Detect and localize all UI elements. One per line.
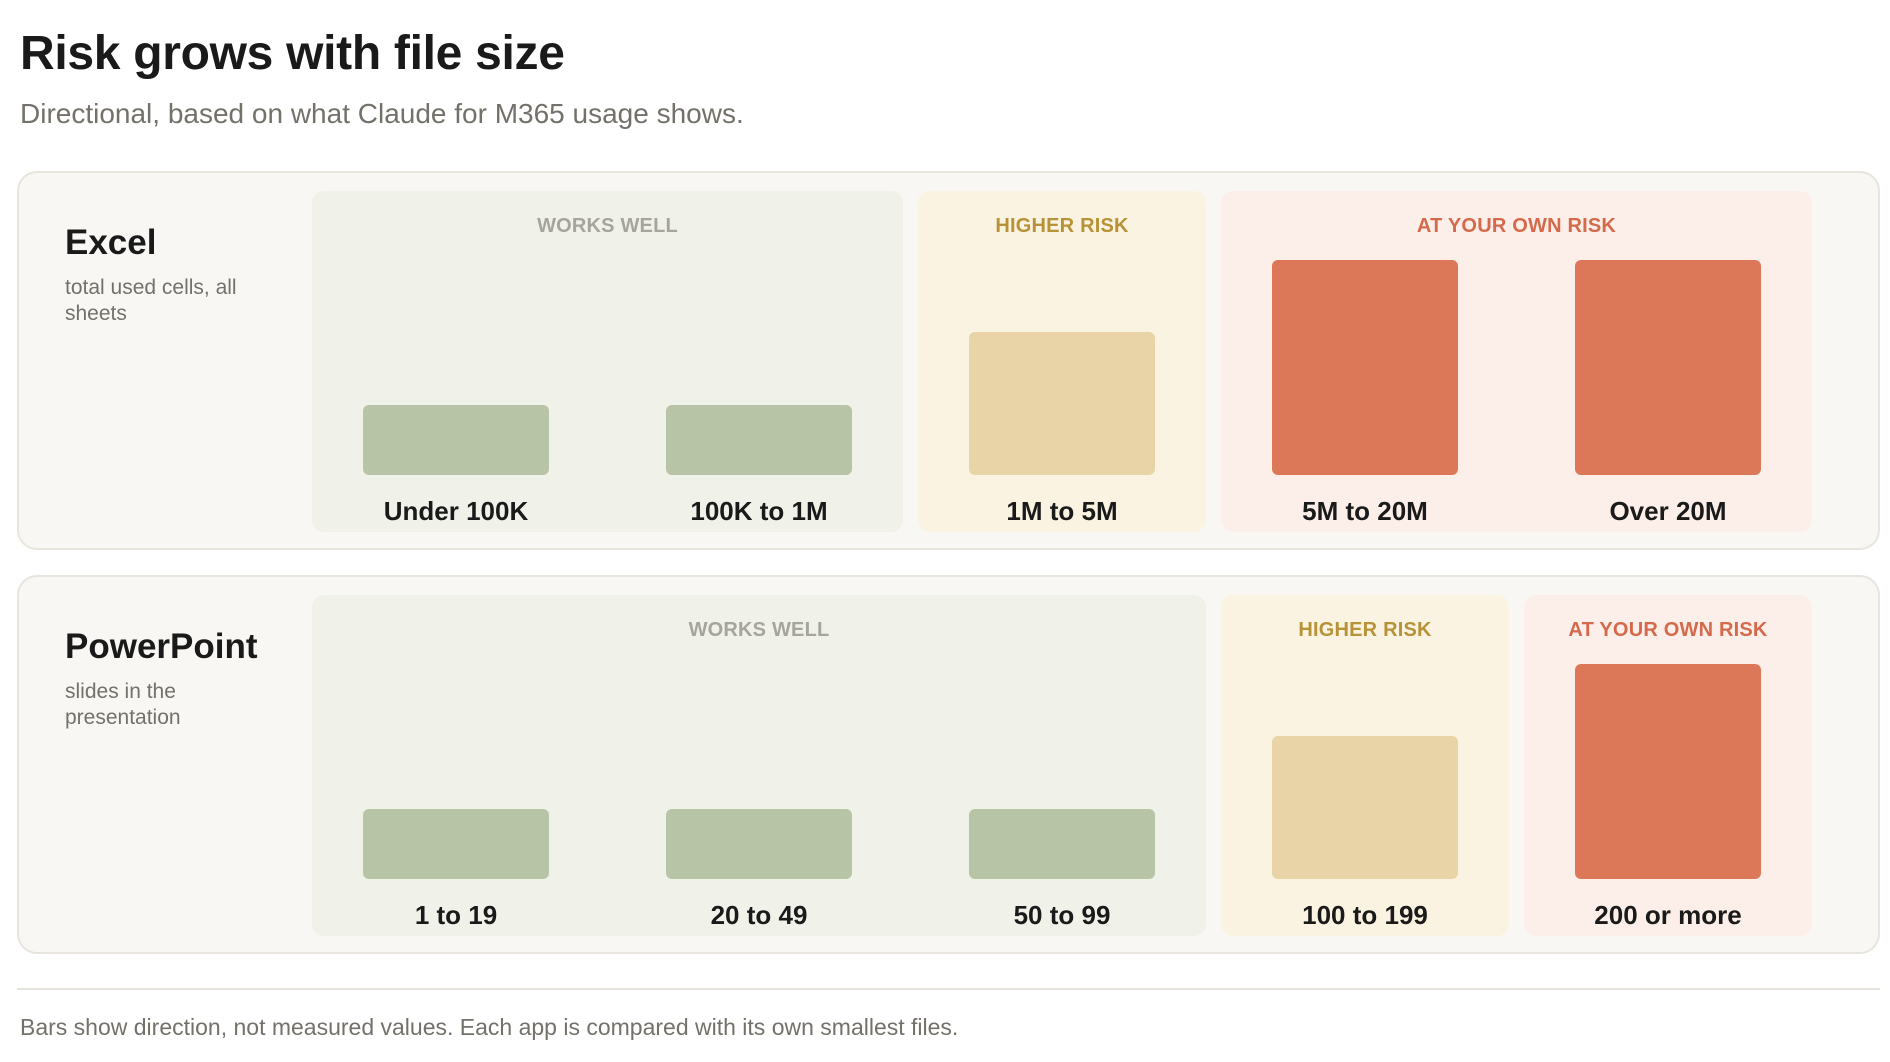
powerpoint-zone-label-risk: AT YOUR OWN RISK bbox=[1568, 619, 1768, 641]
excel-zone-label-works: WORKS WELL bbox=[537, 215, 678, 237]
chart-title: Risk grows with file size bbox=[20, 27, 565, 80]
excel-panel: Excel total used cells, all sheets WORKS… bbox=[17, 171, 1880, 550]
excel-zone-label-risk: AT YOUR OWN RISK bbox=[1416, 215, 1617, 237]
powerpoint-zone-label-works: WORKS WELL bbox=[688, 619, 830, 641]
excel-bar bbox=[363, 405, 549, 475]
powerpoint-app-description: slides in the presentation bbox=[65, 680, 181, 729]
excel-zone-works: WORKS WELL bbox=[312, 191, 903, 532]
powerpoint-bar bbox=[363, 809, 549, 879]
excel-bar bbox=[969, 332, 1155, 475]
powerpoint-bar bbox=[1272, 736, 1458, 879]
excel-category-label: 1M to 5M bbox=[1006, 496, 1118, 526]
powerpoint-bar bbox=[969, 809, 1155, 879]
powerpoint-bar bbox=[1575, 664, 1761, 879]
footnote: Bars show direction, not measured values… bbox=[20, 1014, 959, 1040]
footer-divider bbox=[17, 988, 1880, 990]
excel-category-label: Under 100K bbox=[383, 496, 529, 526]
powerpoint-category-label: 100 to 199 bbox=[1302, 900, 1428, 930]
powerpoint-zone-label-higher: HIGHER RISK bbox=[1298, 619, 1432, 641]
excel-category-label: 5M to 20M bbox=[1302, 496, 1428, 526]
chart-subtitle: Directional, based on what Claude for M3… bbox=[20, 98, 744, 129]
excel-app-description: total used cells, all sheets bbox=[65, 276, 237, 325]
powerpoint-category-label: 1 to 19 bbox=[414, 900, 498, 930]
excel-bar bbox=[1272, 260, 1458, 475]
excel-bar bbox=[1575, 260, 1761, 475]
powerpoint-panel: PowerPoint slides in the presentation WO… bbox=[17, 575, 1880, 954]
powerpoint-category-label: 20 to 49 bbox=[710, 900, 808, 930]
excel-category-label: Over 20M bbox=[1609, 496, 1727, 526]
powerpoint-zone-higher: HIGHER RISK bbox=[1221, 595, 1509, 936]
powerpoint-category-label: 200 or more bbox=[1594, 900, 1742, 930]
powerpoint-bar bbox=[666, 809, 852, 879]
powerpoint-app-name: PowerPoint bbox=[65, 627, 258, 666]
powerpoint-zone-works: WORKS WELL bbox=[312, 595, 1206, 936]
excel-zone-label-higher: HIGHER RISK bbox=[995, 215, 1129, 237]
excel-app-name: Excel bbox=[65, 223, 157, 262]
excel-bar bbox=[666, 405, 852, 475]
excel-category-label: 100K to 1M bbox=[690, 496, 828, 526]
powerpoint-category-label: 50 to 99 bbox=[1013, 900, 1111, 930]
